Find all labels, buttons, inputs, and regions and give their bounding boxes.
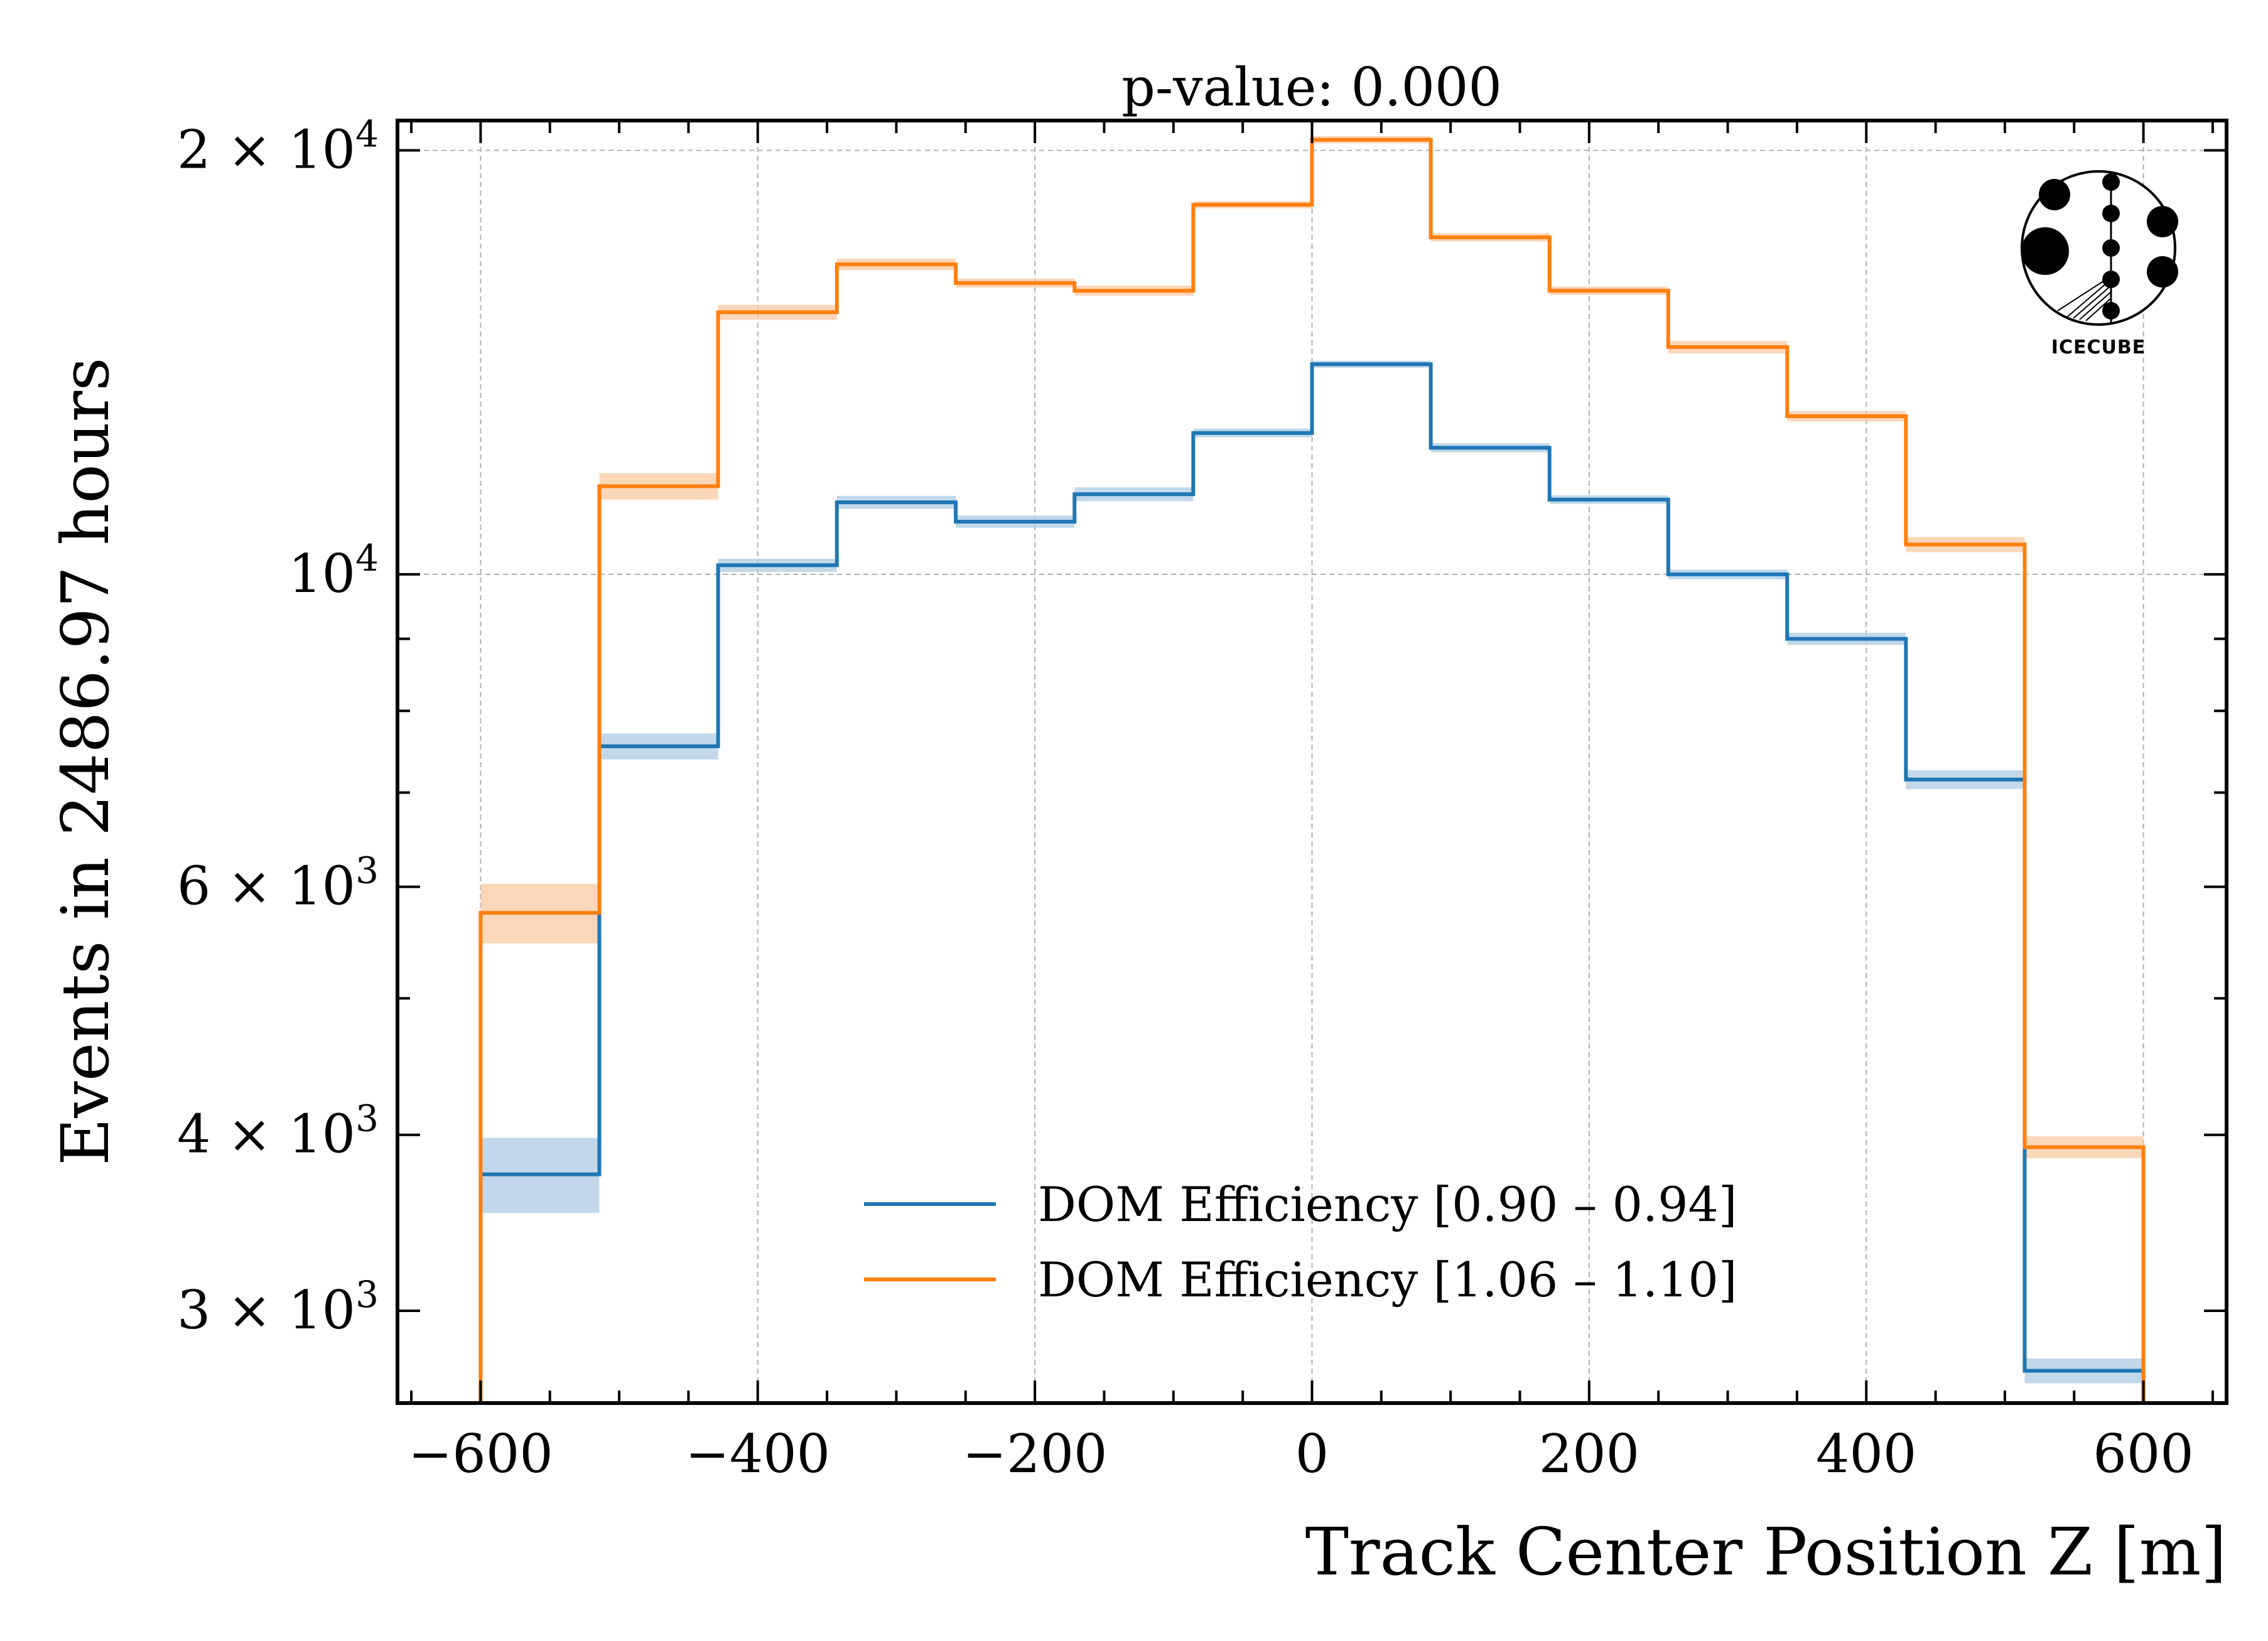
x-tick-label: −200 [963, 1423, 1108, 1485]
y-tick-label: 3 × 103 [177, 1273, 379, 1341]
y-tick-label: 104 [288, 537, 379, 605]
x-tick-label: −400 [685, 1423, 830, 1485]
series-line-0 [478, 362, 2146, 1403]
plot-frame [396, 119, 2228, 1405]
y-tick-label: 4 × 103 [177, 1097, 379, 1165]
legend: DOM Efficiency [0.90 – 0.94] DOM Efficie… [864, 1176, 1737, 1308]
tick-labels: −600 −400 −200 0 200 400 600 3 × 103 4 × 103 6 × … [177, 113, 2194, 1485]
legend-label-blue: DOM Efficiency [0.90 – 0.94] [1038, 1176, 1737, 1232]
x-tick-label: 0 [1295, 1423, 1329, 1485]
x-tick-label: −600 [408, 1423, 553, 1485]
y-axis-label: Events in 2486.97 hours [47, 357, 124, 1166]
x-tick-label: 400 [1816, 1423, 1916, 1485]
y-tick-label: 2 × 104 [177, 113, 379, 181]
axis-ticks [397, 121, 2227, 1403]
legend-label-orange: DOM Efficiency [1.06 – 1.10] [1038, 1252, 1737, 1308]
y-tick-label: 6 × 103 [177, 849, 379, 917]
x-axis-label: Track Center Position Z [m] [1305, 1514, 2227, 1590]
icecube-logo-text: ICECUBE [2051, 336, 2146, 358]
x-tick-label: 600 [2093, 1423, 2193, 1485]
series-line-1 [478, 137, 2146, 1403]
series-lines [478, 137, 2146, 1403]
chart-title: p-value: 0.000 [1121, 56, 1502, 118]
icecube-logo: ICECUBE [2021, 170, 2178, 358]
x-tick-label: 200 [1539, 1423, 1639, 1485]
